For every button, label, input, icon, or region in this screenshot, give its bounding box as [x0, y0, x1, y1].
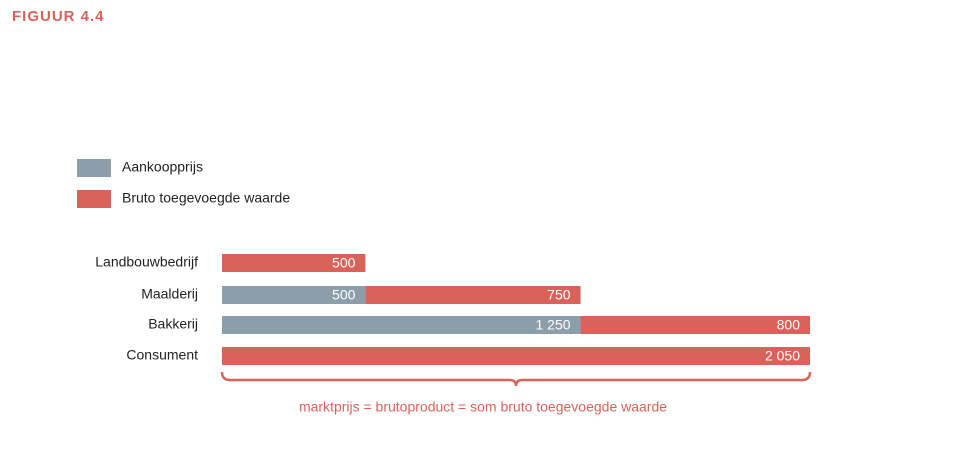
bar-segment — [580, 316, 810, 334]
legend-label: Bruto toegevoegde waarde — [122, 190, 290, 206]
chart-title: FIGUUR 4.4 — [12, 8, 105, 25]
bar-segment — [222, 286, 366, 304]
legend-swatch — [77, 159, 111, 177]
bar-segment — [222, 316, 581, 334]
brace — [220, 371, 812, 387]
legend-label: Aankoopprijs — [122, 159, 203, 175]
bar-segment — [222, 347, 810, 365]
category-label: Consument — [126, 347, 198, 363]
value-label: 800 — [777, 317, 801, 333]
value-label: 2 050 — [765, 348, 800, 364]
value-label: 1 250 — [535, 317, 570, 333]
legend-swatch — [77, 190, 111, 208]
value-label: 500 — [332, 255, 356, 271]
category-label: Maalderij — [141, 286, 198, 302]
value-label: 750 — [547, 287, 571, 303]
bar-segment — [222, 254, 366, 272]
category-label: Bakkerij — [148, 316, 198, 332]
annotation: marktprijs = brutoproduct = som bruto to… — [299, 399, 667, 415]
value-label: 500 — [332, 287, 356, 303]
bar-segment — [365, 286, 581, 304]
category-label: Landbouwbedrijf — [95, 254, 198, 270]
